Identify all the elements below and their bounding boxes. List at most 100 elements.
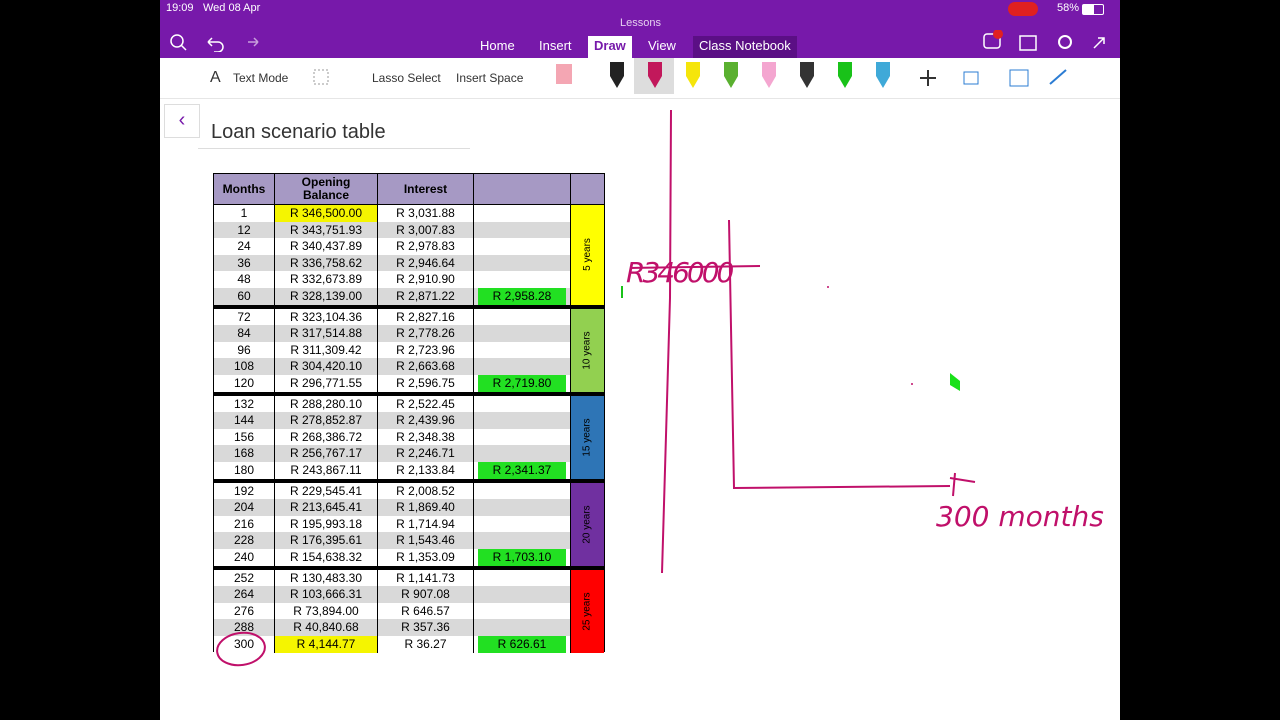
nav-icons[interactable] xyxy=(168,32,268,52)
battery-icon xyxy=(1082,4,1104,15)
table-cell: R 323,104.36 xyxy=(275,308,378,326)
table-cell: R 2,133.84 xyxy=(378,462,474,479)
table-cell: 132 xyxy=(214,395,275,413)
battery: 58% xyxy=(1057,2,1080,14)
table-cell: R 130,483.30 xyxy=(275,569,378,587)
payment-cell xyxy=(474,499,571,516)
table-cell: R 2,596.75 xyxy=(378,375,474,392)
table-cell: R 3,031.88 xyxy=(378,205,474,222)
table-cell: R 4,144.77 xyxy=(275,636,378,653)
ribbon-tab[interactable]: Insert xyxy=(539,38,572,53)
table-cell: R 336,758.62 xyxy=(275,254,378,272)
ink-annotation: R346000 xyxy=(626,256,734,289)
table-cell: 108 xyxy=(214,358,275,375)
table-cell: R 103,666.31 xyxy=(275,586,378,603)
table-cell: R 1,543.46 xyxy=(378,532,474,549)
table-cell: R 213,645.41 xyxy=(275,499,378,516)
ribbon-tab[interactable]: Home xyxy=(480,38,515,53)
table-cell: 216 xyxy=(214,515,275,533)
table-cell: R 332,673.89 xyxy=(275,271,378,288)
table-cell: R 1,141.73 xyxy=(378,569,474,587)
column-header: Months xyxy=(214,174,275,205)
table-cell: R 268,386.72 xyxy=(275,428,378,446)
payment-cell xyxy=(474,602,571,620)
table-cell: 1 xyxy=(214,205,275,222)
payment-cell xyxy=(474,428,571,446)
table-cell: 120 xyxy=(214,375,275,392)
table-cell: 84 xyxy=(214,325,275,342)
table-cell: R 1,714.94 xyxy=(378,515,474,533)
payment-cell xyxy=(474,358,571,375)
table-cell: 48 xyxy=(214,271,275,288)
payment-cell xyxy=(474,482,571,500)
tool[interactable]: Insert Space xyxy=(456,71,524,85)
table-cell: 168 xyxy=(214,445,275,462)
table-cell: 72 xyxy=(214,308,275,326)
group-label: 10 years xyxy=(571,308,604,392)
text-mode-icon: A xyxy=(210,69,221,86)
pen-tray[interactable] xyxy=(550,58,1080,98)
ink-layer xyxy=(216,109,976,667)
table-cell: R 229,545.41 xyxy=(275,482,378,500)
group-label: 25 years xyxy=(571,569,604,653)
ribbon-tab[interactable]: View xyxy=(648,38,676,53)
table-cell: R 646.57 xyxy=(378,602,474,620)
payment-cell: R 1,703.10 xyxy=(474,549,571,566)
table-cell: R 2,946.64 xyxy=(378,254,474,272)
table-cell: R 288,280.10 xyxy=(275,395,378,413)
table-cell: R 36.27 xyxy=(378,636,474,653)
table-cell: R 40,840.68 xyxy=(275,619,378,636)
draw-toolbar: A Text Mode Lasso Select Insert Space xyxy=(160,58,1120,99)
payment-cell xyxy=(474,569,571,587)
table-cell: R 1,869.40 xyxy=(378,499,474,516)
tool[interactable]: Lasso Select xyxy=(372,71,441,85)
table-cell: R 1,353.09 xyxy=(378,549,474,566)
group-separator xyxy=(214,565,604,570)
top-bar: 19:09 Wed 08 Apr Lessons 58% Home Insert D… xyxy=(160,0,1120,58)
table-cell: 288 xyxy=(214,619,275,636)
table-cell: 180 xyxy=(214,462,275,479)
table-cell: R 296,771.55 xyxy=(275,375,378,392)
page-title: Loan scenario table xyxy=(211,121,386,143)
table-cell: 264 xyxy=(214,586,275,603)
table-cell: R 2,978.83 xyxy=(378,238,474,255)
table-cell: R 317,514.88 xyxy=(275,325,378,342)
payment-cell: R 626.61 xyxy=(474,636,571,653)
table-cell: R 2,871.22 xyxy=(378,288,474,305)
table-cell: R 2,246.71 xyxy=(378,445,474,462)
payment-cell xyxy=(474,341,571,359)
table-cell: R 2,522.45 xyxy=(378,395,474,413)
payment-cell xyxy=(474,532,571,549)
group-label: 20 years xyxy=(571,482,604,566)
table-cell: R 357.36 xyxy=(378,619,474,636)
table-cell: 36 xyxy=(214,254,275,272)
payment-cell xyxy=(474,619,571,636)
payment-cell xyxy=(474,586,571,603)
table-cell: R 2,910.90 xyxy=(378,271,474,288)
group-separator xyxy=(214,391,604,396)
table-cell: R 256,767.17 xyxy=(275,445,378,462)
table-cell: R 311,309.42 xyxy=(275,341,378,359)
date: Wed 08 Apr xyxy=(203,2,261,14)
back-button[interactable]: ‹ xyxy=(164,104,200,138)
table-cell: R 176,395.61 xyxy=(275,532,378,549)
column-header xyxy=(474,174,571,205)
ribbon-tab[interactable]: Class Notebook xyxy=(693,36,797,58)
table-cell: 60 xyxy=(214,288,275,305)
payment-cell xyxy=(474,238,571,255)
table-cell: R 243,867.11 xyxy=(275,462,378,479)
payment-cell xyxy=(474,254,571,272)
right-icons[interactable] xyxy=(980,30,1110,54)
table-cell: R 340,437.89 xyxy=(275,238,378,255)
record-indicator xyxy=(1008,2,1038,16)
table-cell: R 2,723.96 xyxy=(378,341,474,359)
table-cell: R 154,638.32 xyxy=(275,549,378,566)
tool[interactable]: Text Mode xyxy=(233,71,289,85)
table-cell: R 2,663.68 xyxy=(378,358,474,375)
ribbon-tabs: Home Insert Draw View Class Notebook xyxy=(160,36,1120,58)
column-header xyxy=(571,174,604,205)
ribbon-tab[interactable]: Draw xyxy=(588,36,632,58)
table-cell: 96 xyxy=(214,341,275,359)
table-cell: R 343,751.93 xyxy=(275,221,378,239)
